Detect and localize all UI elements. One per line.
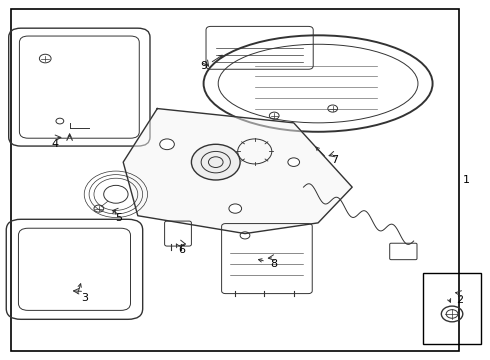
Polygon shape — [123, 109, 352, 234]
Circle shape — [288, 158, 299, 166]
Circle shape — [229, 204, 242, 213]
Text: 1: 1 — [463, 175, 470, 185]
Bar — [423, 273, 481, 344]
Circle shape — [192, 144, 240, 180]
Text: 7: 7 — [332, 156, 339, 165]
Text: 6: 6 — [178, 245, 185, 255]
Text: 9: 9 — [200, 61, 207, 71]
Circle shape — [160, 139, 174, 150]
Text: 2: 2 — [456, 295, 463, 305]
Text: 5: 5 — [115, 212, 122, 222]
Text: 3: 3 — [81, 293, 88, 303]
Text: 4: 4 — [51, 139, 58, 149]
Text: 8: 8 — [270, 259, 278, 269]
